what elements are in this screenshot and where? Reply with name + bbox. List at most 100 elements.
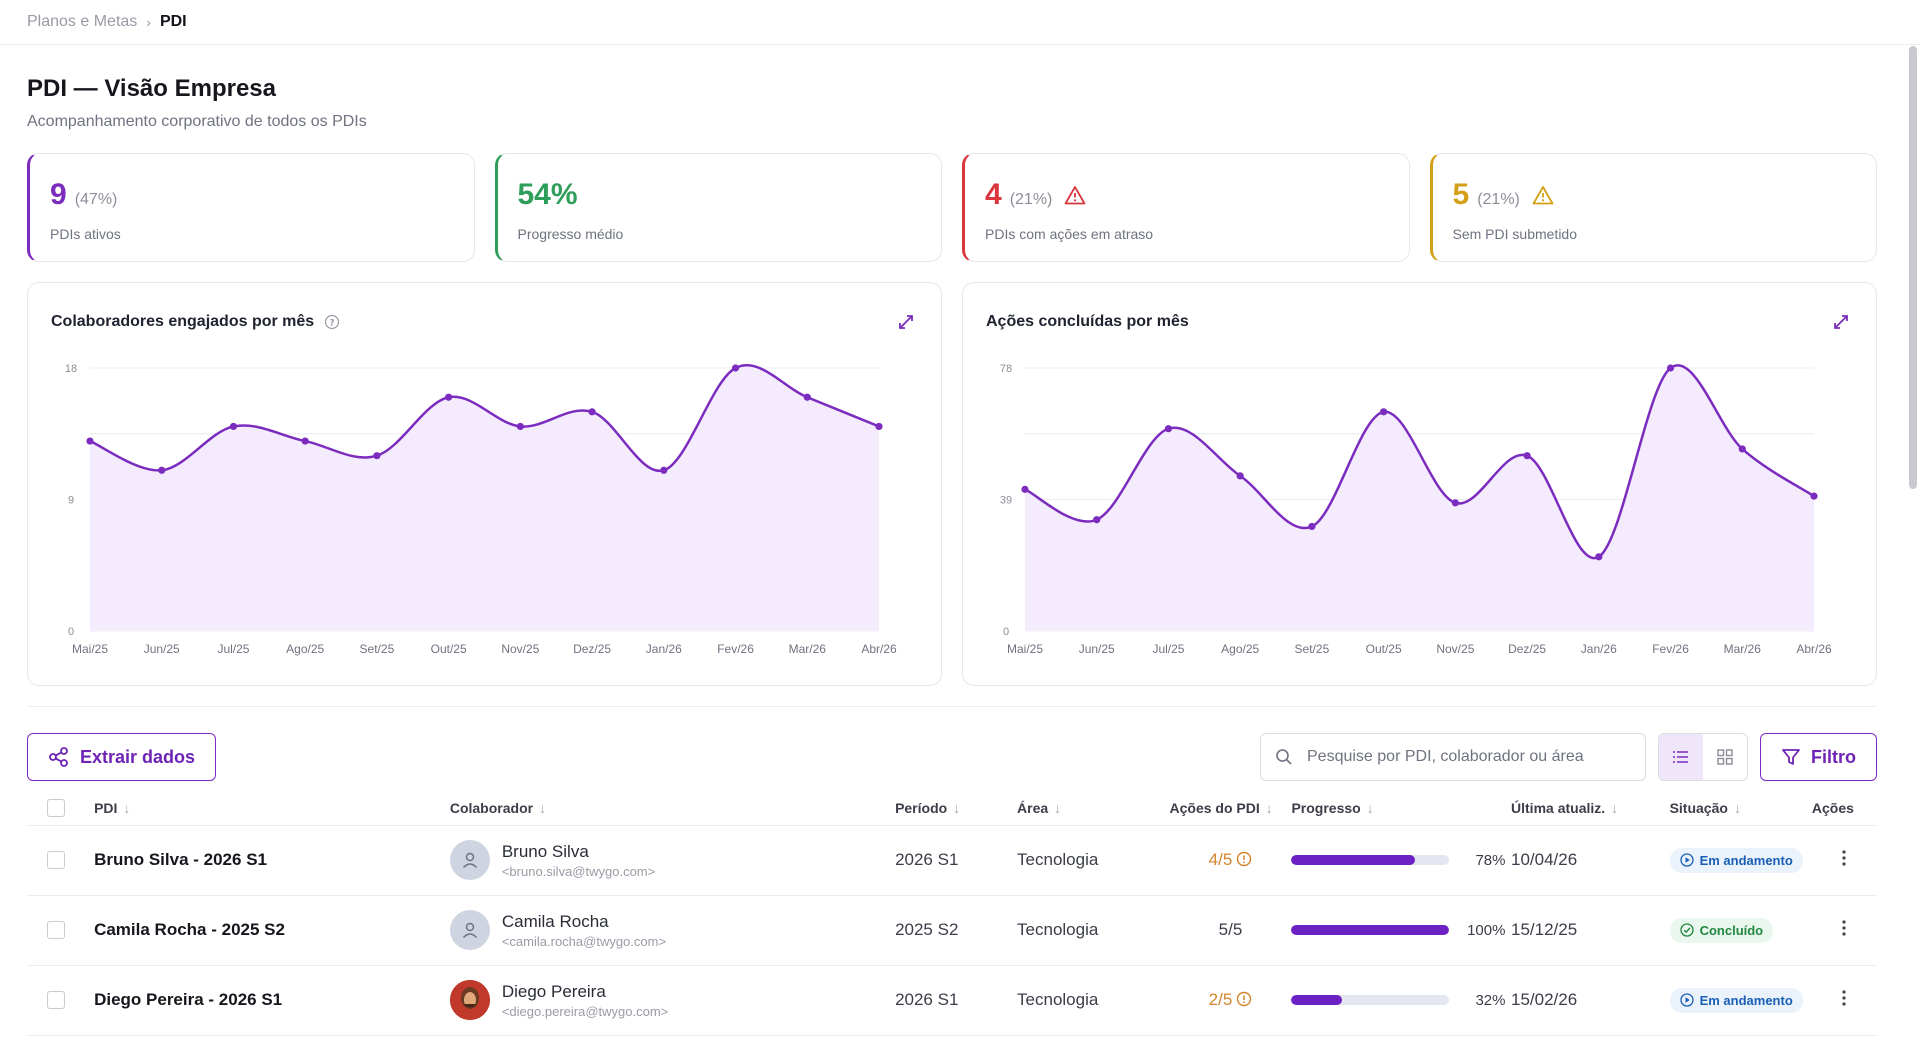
x-tick-label: Mai/25 [72, 642, 108, 656]
x-tick-label: Mar/26 [789, 642, 827, 656]
col-collaborator[interactable]: Colaborador ↓ [449, 791, 896, 826]
status-label: Concluído [1699, 922, 1764, 938]
kpi-card: 5 (21%) Sem PDI submetido [1429, 153, 1877, 262]
col-status[interactable]: Situação ↓ [1669, 791, 1812, 826]
x-tick-label: Jul/25 [1152, 642, 1184, 656]
col-period[interactable]: Período ↓ [895, 791, 1018, 826]
area-cell: Tecnologia [1017, 965, 1170, 1036]
engaged-chart: 0 9 18 Mai/25 Jun/25 Jul/25 Ago/25 Set/25 Out/25… [65, 363, 897, 656]
kpi-card: 4 (21%) PDIs com ações em atraso [962, 153, 1410, 262]
page-subtitle: Acompanhamento corporativo de todos os P… [27, 113, 367, 130]
filter-icon [1782, 749, 1800, 765]
charts-row: 0 9 18 Mai/25 Jun/25 Jul/25 Ago/25 Set/25 Out/25… [27, 282, 1877, 686]
status-label: Em andamento [1699, 992, 1793, 1008]
x-tick-label: Jan/26 [646, 642, 682, 656]
progress-percent: 32% [1475, 991, 1506, 1009]
pdi-table: PDI ↓ Colaborador ↓ Período ↓ Área ↓ Ações d… [27, 791, 1877, 1036]
pdi-name[interactable]: Bruno Silva - 2026 S1 [94, 850, 267, 869]
data-point [1666, 364, 1675, 372]
data-point [1380, 408, 1388, 416]
updated-cell: 15/02/26 [1511, 965, 1670, 1036]
view-toggle [1658, 733, 1748, 781]
x-tick-label: Nov/25 [1436, 642, 1474, 656]
data-point [803, 393, 811, 401]
expand-icon[interactable] [1832, 313, 1850, 331]
status-badge: Em andamento [1669, 847, 1803, 873]
more-options-button[interactable] [1811, 895, 1877, 966]
table-toolbar: Extrair dados Pesquise por PDI, colabora… [27, 733, 1877, 781]
pdi-actions-count: 4/5 [1208, 850, 1233, 869]
col-actions-pdi[interactable]: Ações do PDI ↓ [1169, 791, 1292, 826]
data-point [86, 437, 94, 445]
collaborator-name: Diego Pereira [501, 981, 606, 1001]
period-cell: 2026 S1 [895, 825, 1018, 896]
select-all-checkbox[interactable] [47, 798, 65, 817]
row-checkbox[interactable] [47, 851, 65, 869]
table-header: PDI ↓ Colaborador ↓ Período ↓ Área ↓ Ações d… [27, 791, 1877, 826]
kpi-value: 5 [1452, 178, 1470, 211]
x-tick-label: Nov/25 [501, 642, 539, 656]
kpi-row: 9 (47%) PDIs ativos 54% Progresso médio 4 (21%… [27, 153, 1877, 262]
area-cell: Tecnologia [1017, 825, 1170, 896]
kebab-icon [1842, 989, 1847, 1006]
page-title: PDI — Visão Empresa [27, 75, 276, 102]
collaborator-email: <diego.pereira@twygo.com> [501, 1003, 669, 1019]
x-tick-label: Ago/25 [1221, 642, 1259, 656]
more-options-button[interactable] [1811, 825, 1877, 896]
collaborator-name: Bruno Silva [501, 841, 589, 861]
extract-data-button[interactable]: Extrair dados [27, 733, 217, 781]
kpi-value: 4 [985, 178, 1002, 211]
check-circle-icon [1679, 923, 1694, 937]
row-checkbox[interactable] [47, 921, 65, 939]
breadcrumb-parent[interactable]: Planos e Metas [27, 13, 138, 30]
data-point [731, 364, 740, 372]
pdi-name[interactable]: Diego Pereira - 2026 S1 [94, 990, 283, 1009]
table-row[interactable]: Diego Pereira - 2026 S1 Diego Pereira <di… [27, 965, 1877, 1036]
alert-circle-icon [1237, 851, 1252, 867]
kpi-value: 9 [50, 178, 67, 211]
chart-title-text: Colaboradores engajados por mês [51, 313, 315, 330]
kpi-label: Sem PDI submetido [1452, 226, 1578, 242]
table-row[interactable]: Bruno Silva - 2026 S1 Bruno Silva <bruno.… [27, 825, 1877, 896]
list-icon [1673, 751, 1688, 763]
data-point [1738, 445, 1746, 453]
y-tick-label: 18 [65, 363, 77, 375]
x-tick-label: Dez/25 [1508, 642, 1546, 656]
col-pdi[interactable]: PDI ↓ [94, 791, 450, 826]
help-icon[interactable]: ? [324, 314, 340, 330]
main-content: PDI — Visão Empresa Acompanhamento corpo… [27, 45, 1877, 1036]
chart-title-text: Ações concluídas por mês [986, 313, 1189, 330]
collaborator-cell: Diego Pereira <diego.pereira@twygo.com> [449, 980, 895, 1020]
x-tick-label: Set/25 [360, 642, 395, 656]
kebab-icon [1842, 849, 1847, 866]
search-input[interactable]: Pesquise por PDI, colaborador ou área [1260, 733, 1646, 781]
x-tick-label: Jun/25 [1079, 642, 1115, 656]
data-point [1093, 516, 1101, 524]
play-circle-icon [1679, 993, 1694, 1007]
x-tick-label: Jun/25 [144, 642, 180, 656]
col-progress[interactable]: Progresso ↓ [1291, 791, 1512, 826]
table-row[interactable]: Camila Rocha - 2025 S2 Camila Rocha <cami… [27, 895, 1877, 966]
more-options-button[interactable] [1811, 965, 1877, 1036]
col-updated[interactable]: Última atualiz. ↓ [1511, 791, 1670, 826]
progress-bar [1291, 855, 1450, 865]
collaborator-cell: Bruno Silva <bruno.silva@twygo.com> [449, 840, 895, 880]
list-view-button[interactable] [1659, 734, 1703, 780]
expand-icon[interactable] [897, 313, 915, 331]
status-badge: Concluído [1669, 917, 1774, 943]
grid-icon [1717, 749, 1733, 765]
chart-card-actions: 0 39 78 Mai/25 Jun/25 Jul/25 Ago/25 Set/25 Out/2… [962, 282, 1877, 686]
progress-cell: 78% [1291, 852, 1511, 869]
filter-button[interactable]: Filtro [1760, 733, 1877, 781]
col-area[interactable]: Área ↓ [1017, 791, 1170, 826]
pdi-name[interactable]: Camila Rocha - 2025 S2 [94, 920, 285, 939]
grid-view-button[interactable] [1703, 734, 1747, 780]
x-tick-label: Out/25 [431, 642, 467, 656]
updated-cell: 10/04/26 [1511, 825, 1670, 896]
x-tick-label: Fev/26 [1652, 642, 1689, 656]
period-cell: 2025 S2 [895, 895, 1018, 966]
col-actions: Ações [1811, 791, 1877, 826]
row-checkbox[interactable] [47, 991, 65, 1009]
progress-percent: 78% [1475, 851, 1506, 869]
scrollbar[interactable] [1909, 46, 1917, 489]
